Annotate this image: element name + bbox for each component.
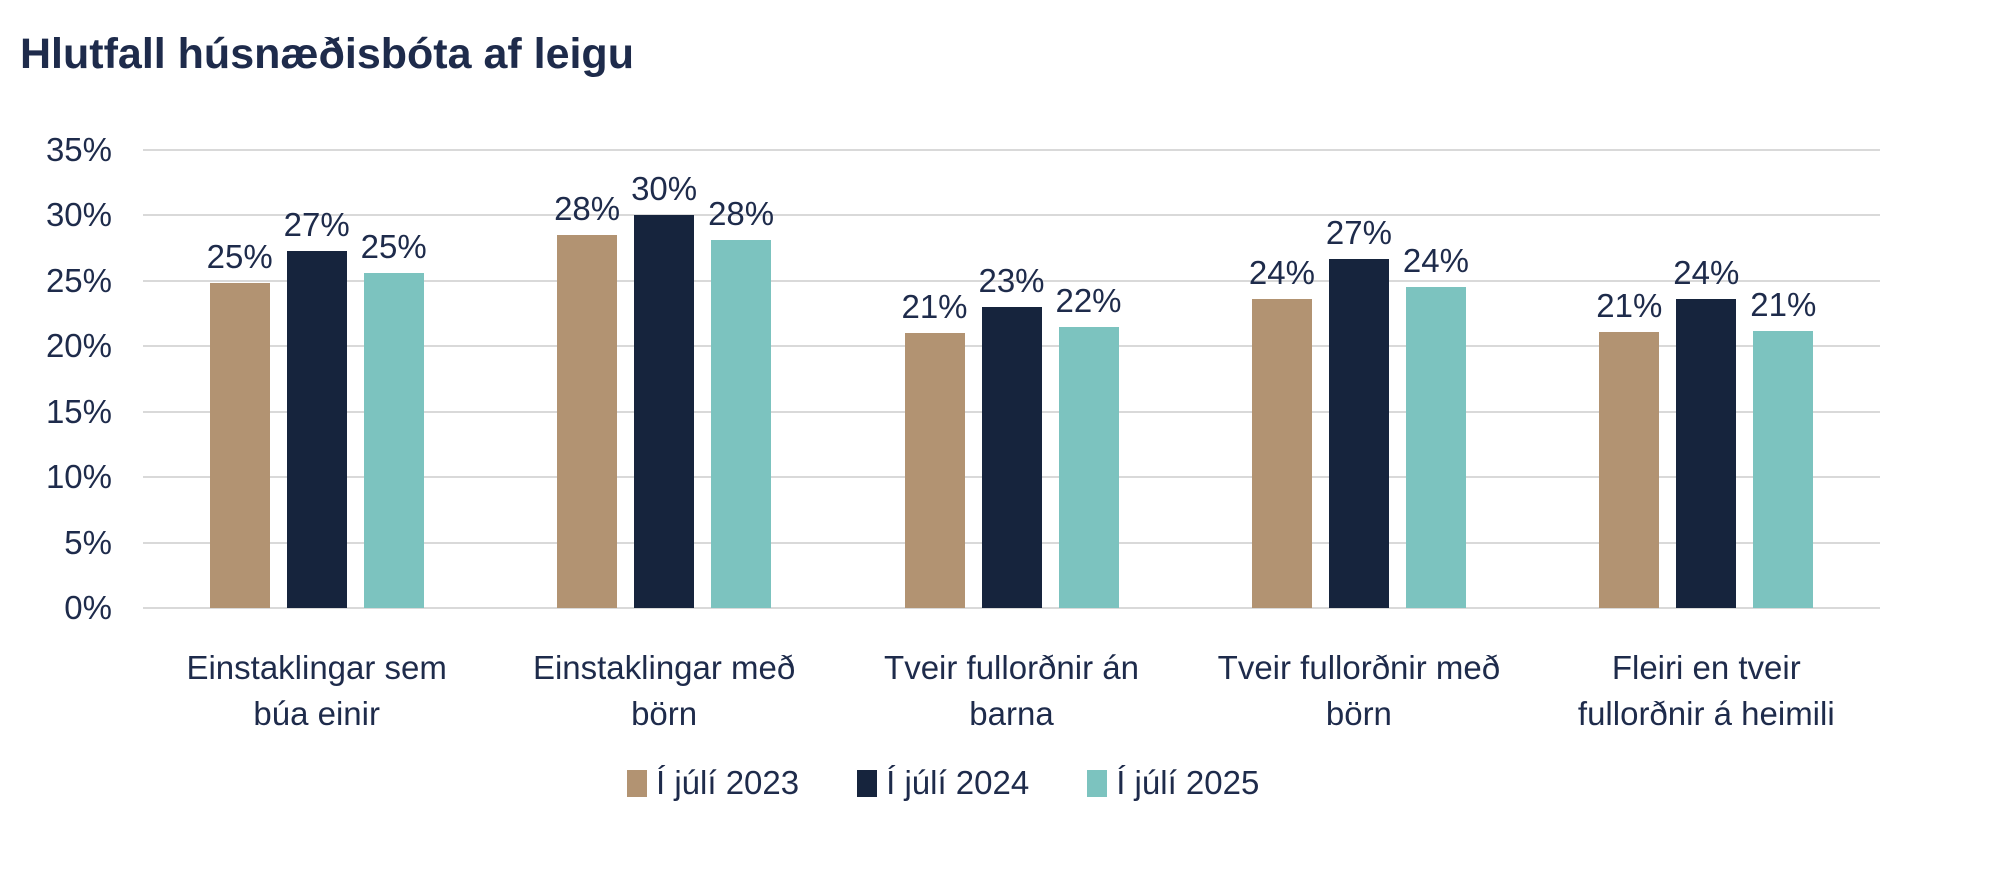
- gridline: [143, 214, 1880, 217]
- legend-swatch: [627, 769, 647, 797]
- bar-value-label: 28%: [554, 190, 621, 228]
- x-axis-category-label-line: börn: [1325, 695, 1392, 732]
- bar-3-group-5: [1753, 330, 1814, 608]
- x-axis-category-label-line: fullorðnir á heimili: [1577, 695, 1835, 732]
- x-axis-category-label-line: Fleiri en tveir: [1611, 649, 1801, 686]
- legend: Í júlí 2023 Í júlí 2024 Í júlí 2025: [627, 763, 1259, 803]
- x-axis-category-label-line: Tveir fullorðnir með: [1217, 649, 1501, 686]
- bar-3-group-2: [711, 240, 772, 608]
- bar-value-label: 25%: [206, 238, 273, 276]
- bar-2-group-3: [981, 307, 1042, 608]
- x-axis-category-label: Tveir fullorðnir með börn: [1169, 645, 1549, 737]
- y-axis-tick-label: 20%: [45, 327, 112, 365]
- bar-value-label: 22%: [1055, 281, 1122, 319]
- legend-label: Í júlí 2024: [886, 764, 1030, 801]
- x-axis-category-label-line: Einstaklingar sem: [186, 649, 447, 686]
- bar-2-group-4: [1328, 258, 1389, 608]
- y-axis-tick-label: 5%: [64, 523, 112, 561]
- bar-value-label: 21%: [1750, 285, 1817, 323]
- x-axis-category-label: Tveir fullorðnir án barna: [822, 645, 1202, 737]
- legend-item-1: Í júlí 2023: [627, 764, 799, 802]
- bar-3-group-4: [1405, 287, 1466, 608]
- bar-value-label: 24%: [1673, 254, 1740, 292]
- x-axis-category-label-line: börn: [631, 695, 698, 732]
- bar-1-group-1: [209, 283, 270, 608]
- legend-swatch: [1087, 769, 1108, 797]
- bar-value-label: 28%: [708, 195, 775, 233]
- legend-swatch: [857, 769, 878, 797]
- chart-title: Hlutfall húsnæðisbóta af leigu: [20, 30, 634, 78]
- legend-label: Í júlí 2023: [656, 764, 800, 801]
- bar-1-group-4: [1251, 299, 1312, 608]
- x-axis-category-label: Fleiri en tveir fullorðnir á heimili: [1516, 645, 1896, 737]
- x-axis-category-label-line: Einstaklingar með: [532, 649, 796, 686]
- bar-1-group-3: [904, 333, 965, 608]
- x-axis-category-label: Einstaklingar með börn: [474, 645, 854, 737]
- bar-value-label: 21%: [1596, 286, 1663, 324]
- gridline: [143, 149, 1880, 151]
- bar-value-label: 27%: [1325, 213, 1392, 251]
- bar-value-label: 30%: [631, 170, 698, 208]
- bar-value-label: 25%: [360, 228, 427, 265]
- y-axis-tick-label: 10%: [45, 458, 112, 496]
- legend-item-3: Í júlí 2025: [1087, 764, 1259, 802]
- y-axis-tick-label: 0%: [64, 589, 112, 626]
- bar-2-group-1: [286, 250, 347, 608]
- x-axis-category-label-line: búa einir: [253, 695, 380, 732]
- bar-1-group-5: [1599, 331, 1660, 608]
- gridline: [143, 279, 1880, 282]
- x-axis-category-label-line: barna: [969, 695, 1054, 732]
- bar-3-group-1: [363, 273, 424, 608]
- bar-1-group-2: [557, 235, 618, 608]
- legend-label: Í júlí 2025: [1116, 764, 1260, 801]
- bar-2-group-2: [634, 215, 695, 608]
- bar-value-label: 24%: [1402, 242, 1469, 280]
- x-axis-category-label: Einstaklingar sem búa einir: [127, 645, 507, 737]
- bar-value-label: 27%: [283, 205, 350, 243]
- bar-3-group-3: [1058, 326, 1119, 608]
- bar-value-label: 23%: [978, 262, 1045, 300]
- plot-area: 25% 27% 25% 28% 30% 28% 21% 23% 22% 24% 27% 24% 21% 2…: [143, 149, 1880, 609]
- y-axis-tick-label: 15%: [45, 392, 112, 430]
- y-axis-tick-label: 25%: [45, 261, 112, 299]
- gridline: [143, 607, 1880, 609]
- bar-value-label: 24%: [1248, 254, 1315, 292]
- y-axis-tick-label: 30%: [45, 196, 112, 234]
- bar-value-label: 21%: [901, 288, 968, 326]
- legend-item-2: Í júlí 2024: [857, 764, 1029, 802]
- x-axis-category-label-line: Tveir fullorðnir án: [884, 649, 1139, 686]
- y-axis-tick-label: 35%: [45, 131, 112, 168]
- bar-2-group-5: [1676, 299, 1737, 608]
